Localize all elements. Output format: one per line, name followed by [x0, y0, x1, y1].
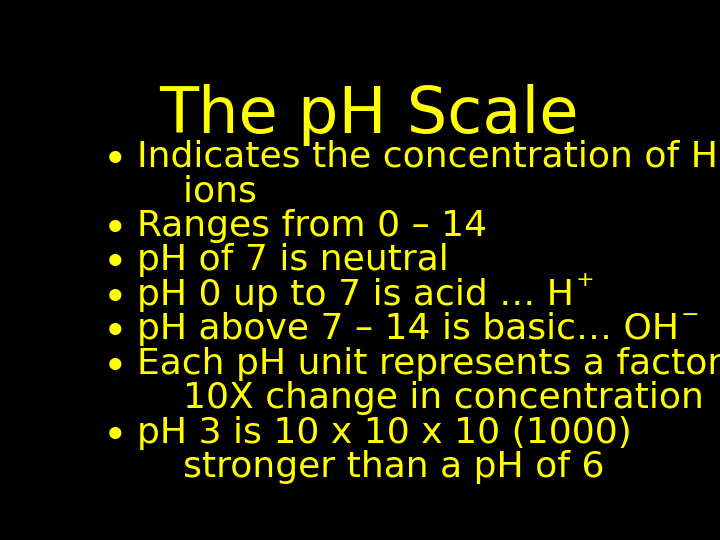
Text: The pH Scale: The pH Scale	[159, 84, 579, 145]
Text: •: •	[103, 140, 127, 181]
Text: stronger than a pH of 6: stronger than a pH of 6	[138, 450, 605, 484]
Text: ions: ions	[138, 174, 257, 208]
Text: Indicates the concentration of H: Indicates the concentration of H	[138, 140, 719, 174]
Text: pH above 7 – 14 is basic… OH: pH above 7 – 14 is basic… OH	[138, 312, 680, 346]
Text: Ranges from 0 – 14: Ranges from 0 – 14	[138, 208, 487, 242]
Text: •: •	[103, 416, 127, 458]
Text: +: +	[576, 270, 595, 290]
Text: •: •	[103, 347, 127, 389]
Text: •: •	[103, 312, 127, 354]
Text: 10X change in concentration: 10X change in concentration	[138, 381, 704, 415]
Text: pH 0 up to 7 is acid … H: pH 0 up to 7 is acid … H	[138, 278, 575, 312]
Text: pH 3 is 10 x 10 x 10 (1000): pH 3 is 10 x 10 x 10 (1000)	[138, 416, 632, 450]
Text: •: •	[103, 278, 127, 320]
Text: Each pH unit represents a factor of: Each pH unit represents a factor of	[138, 347, 720, 381]
Text: pH of 7 is neutral: pH of 7 is neutral	[138, 243, 449, 277]
Text: −: −	[681, 305, 700, 325]
Text: •: •	[103, 208, 127, 251]
Text: •: •	[103, 243, 127, 285]
